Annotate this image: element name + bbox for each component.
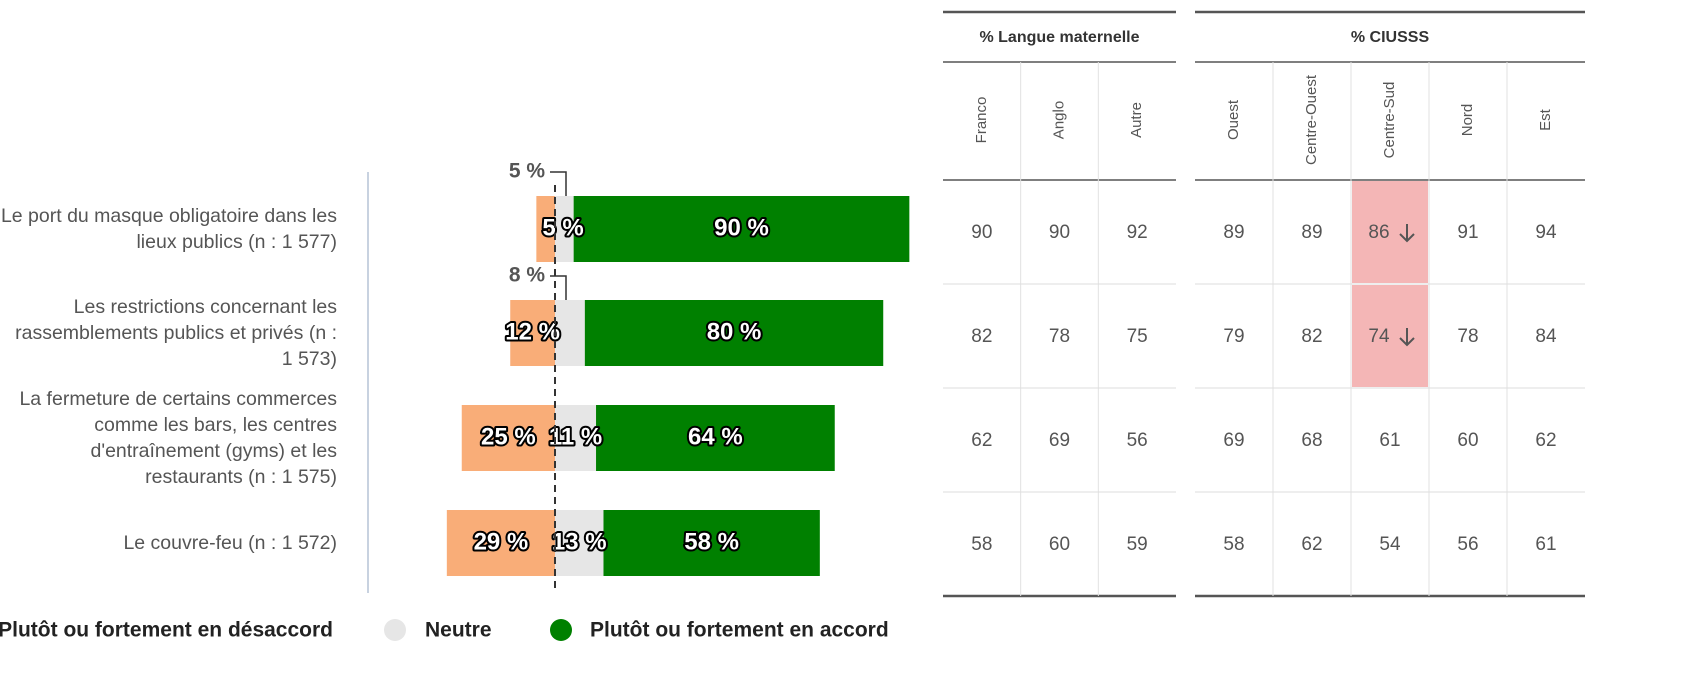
value-label: 58 %: [684, 528, 739, 555]
column-header: Ouest: [1225, 99, 1242, 140]
cell-value: 59: [1127, 534, 1148, 555]
category-label: Le couvre-feu (n : 1 572): [123, 532, 337, 554]
bar-segment: [510, 300, 555, 366]
cell-value: 90: [971, 222, 992, 243]
cell-value: 89: [1301, 222, 1322, 243]
cell-value: 58: [1223, 534, 1244, 555]
cell-value: 62: [971, 430, 992, 451]
legend-label: Plutôt ou fortement en accord: [590, 619, 889, 642]
group-header: % Langue maternelle: [979, 29, 1139, 46]
cell-value: 90: [1049, 222, 1070, 243]
cell-value: 61: [1379, 430, 1400, 451]
category-label: Le port du masque obligatoire dans les l…: [0, 205, 337, 253]
column-header: Anglo: [1050, 101, 1067, 139]
column-header: Nord: [1459, 104, 1476, 137]
column-header: Centre-Ouest: [1303, 74, 1320, 165]
bar-segment: [461, 405, 555, 471]
down-arrow-icon: [1399, 328, 1415, 347]
cell-value: 62: [1301, 534, 1322, 555]
cell-value: 78: [1457, 326, 1478, 347]
cell-value: 82: [971, 326, 992, 347]
cell-value: 60: [1049, 534, 1070, 555]
cell-value: 82: [1301, 326, 1322, 347]
highlight-cell: [1352, 285, 1428, 387]
cell-value: 75: [1127, 326, 1148, 347]
column-header: Autre: [1128, 102, 1145, 138]
category-label: Les restrictions concernant les rassembl…: [15, 296, 337, 370]
cell-value: 94: [1535, 222, 1557, 243]
column-header: Est: [1537, 108, 1554, 131]
cell-value: 62: [1535, 430, 1556, 451]
highlight-cell: [1352, 181, 1428, 283]
cell-value: 74: [1368, 326, 1390, 347]
cell-value: 60: [1457, 430, 1478, 451]
cell-value: 89: [1223, 222, 1244, 243]
value-label: 11 %: [549, 423, 602, 450]
bar-segment: [536, 196, 555, 262]
cell-value: 78: [1049, 326, 1070, 347]
cell-value: 56: [1127, 430, 1148, 451]
value-label: 29 %: [474, 528, 529, 555]
cell-value: 69: [1223, 430, 1244, 451]
cell-value: 86: [1368, 222, 1389, 243]
value-label: 90 %: [714, 214, 769, 241]
cell-value: 54: [1379, 534, 1401, 555]
callout-leader: [550, 275, 567, 300]
cell-value: 68: [1301, 430, 1322, 451]
column-header: Franco: [973, 97, 990, 144]
column-header: Centre-Sud: [1381, 82, 1398, 159]
value-label: 12 %: [505, 318, 560, 345]
cell-value: 56: [1457, 534, 1478, 555]
legend-label: Plutôt ou fortement en désaccord: [0, 619, 333, 642]
bar-segment: [584, 300, 884, 366]
callout-label: 5 %: [509, 160, 546, 183]
legend-marker: [384, 619, 406, 641]
bar-segment: [603, 510, 820, 576]
cell-value: 79: [1223, 326, 1244, 347]
cell-value: 58: [971, 534, 992, 555]
bar-segment: [573, 196, 910, 262]
cell-value: 84: [1535, 326, 1557, 347]
value-label: 5 %: [542, 214, 583, 241]
cell-value: 92: [1127, 222, 1148, 243]
callout-leader: [550, 171, 567, 196]
value-label: 80 %: [707, 318, 762, 345]
bar-segment: [555, 196, 574, 262]
cell-value: 69: [1049, 430, 1070, 451]
legend-label: Neutre: [425, 619, 492, 642]
bar-segment: [555, 510, 604, 576]
legend-marker: [550, 619, 572, 641]
value-label: 64 %: [688, 423, 743, 450]
bar-segment: [596, 405, 835, 471]
bar-segment: [555, 405, 597, 471]
value-label: 13 %: [552, 528, 607, 555]
callout-label: 8 %: [509, 264, 546, 287]
cell-value: 91: [1457, 222, 1478, 243]
category-label: La fermeture de certains commerces comme…: [19, 388, 337, 488]
group-header: % CIUSSS: [1351, 29, 1430, 46]
value-label: 25 %: [481, 423, 536, 450]
bar-segment: [555, 300, 585, 366]
down-arrow-icon: [1399, 224, 1415, 243]
cell-value: 61: [1535, 534, 1556, 555]
bar-segment: [446, 510, 555, 576]
